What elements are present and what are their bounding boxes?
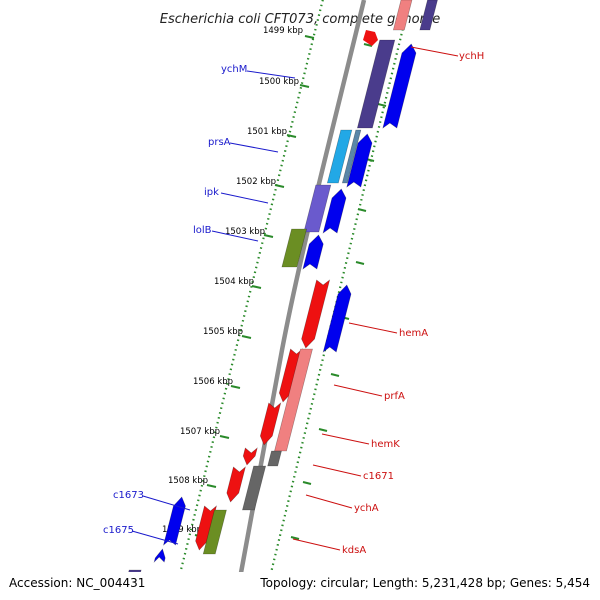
scale-tick-label: 1500 kbp (259, 77, 299, 87)
gene-feature (163, 496, 186, 546)
gene-feature (392, 0, 413, 31)
scale-tick-mark (241, 335, 252, 339)
gene-feature (226, 466, 246, 503)
gene-label-minus-strand: c1671 (363, 471, 394, 482)
scale-tick-mark (219, 435, 230, 439)
gene-leader-line (211, 230, 259, 242)
scale-tick-mark (251, 285, 262, 289)
gene-label-plus-strand: lolB (193, 225, 212, 236)
gene-leader-line (131, 530, 179, 545)
scale-tick-label: 1509 kbp (162, 525, 202, 535)
gene-feature (153, 548, 166, 563)
gene-label-plus-strand: c1673 (113, 490, 144, 501)
gene-feature (274, 348, 313, 452)
map-title: Escherichia coli CFT073, complete genome (160, 12, 440, 27)
outer-tick-mark (355, 261, 365, 265)
scale-tick-label: 1503 kbp (225, 227, 265, 237)
gene-feature (301, 279, 331, 349)
scale-tick-label: 1504 kbp (214, 277, 254, 287)
gene-feature (356, 39, 396, 129)
gene-leader-line (348, 322, 398, 334)
gene-feature (363, 30, 378, 46)
scale-tick-label: 1505 kbp (203, 327, 243, 337)
scale-tick-mark (263, 234, 274, 238)
scale-tick-label: 1508 kbp (168, 476, 208, 486)
gene-label-minus-strand: ychA (354, 503, 379, 514)
scale-tick-mark (286, 134, 297, 138)
gene-feature (242, 465, 267, 511)
scale-tick-mark (230, 385, 241, 389)
gene-leader-line (142, 495, 191, 511)
outer-tick-mark (357, 208, 367, 212)
gene-leader-line (220, 192, 269, 204)
gene-feature (382, 43, 417, 129)
scale-tick-label: 1507 kbp (180, 427, 220, 437)
outer-tick-mark (302, 481, 312, 485)
gene-label-minus-strand: prfA (384, 391, 405, 402)
scale-tick-mark (299, 84, 310, 88)
gene-feature (322, 188, 347, 234)
scale-tick-label: 1506 kbp (193, 377, 233, 387)
scale-tick-label: 1502 kbp (236, 177, 276, 187)
gene-label-plus-strand: ipk (204, 187, 219, 198)
gene-label-plus-strand: prsA (208, 137, 231, 148)
gene-feature (128, 569, 142, 572)
gene-leader-line (246, 70, 296, 79)
scale-tick-mark (274, 184, 285, 188)
gene-feature (302, 234, 324, 270)
accession-text: Accession: NC_004431 (9, 576, 145, 590)
scale-tick-mark (304, 35, 315, 39)
gene-feature (322, 284, 352, 353)
gene-feature (260, 402, 282, 446)
gene-label-minus-strand: hemA (399, 328, 428, 339)
gene-feature (242, 447, 258, 466)
gene-feature (281, 228, 307, 268)
gene-label-minus-strand: kdsA (342, 545, 366, 556)
outer-tick-mark (363, 43, 373, 47)
scale-tick-label: 1501 kbp (247, 127, 287, 137)
topology-text: Topology: circular; Length: 5,231,428 bp… (259, 576, 590, 590)
inner-dotted-ring (179, 0, 324, 572)
outer-tick-mark (330, 373, 340, 377)
outer-tick-mark (318, 428, 328, 432)
gene-leader-line (312, 464, 362, 477)
scale-tick-mark (169, 584, 178, 586)
gene-label-minus-strand: hemK (371, 439, 400, 450)
gene-leader-line (321, 433, 370, 445)
gene-leader-line (333, 384, 383, 397)
gene-leader-line (410, 46, 459, 57)
gene-feature (419, 0, 438, 31)
gene-feature (267, 450, 282, 467)
gene-feature (341, 129, 362, 184)
outer-tick-mark (377, 103, 387, 107)
genome-backbone (238, 0, 367, 572)
gene-label-minus-strand: ychH (459, 51, 484, 62)
gene-label-plus-strand: c1675 (103, 525, 134, 536)
outer-tick-mark (290, 536, 300, 540)
scale-tick-mark (206, 484, 217, 488)
gene-feature (303, 184, 332, 233)
gene-label-plus-strand: ychM (221, 64, 247, 75)
gene-leader-line (292, 538, 341, 551)
gene-leader-line (229, 142, 279, 153)
gene-feature (202, 509, 227, 555)
gene-feature (346, 133, 373, 188)
gene-leader-line (305, 494, 353, 509)
gene-feature (326, 129, 353, 184)
scale-tick-label: 1499 kbp (263, 26, 303, 36)
